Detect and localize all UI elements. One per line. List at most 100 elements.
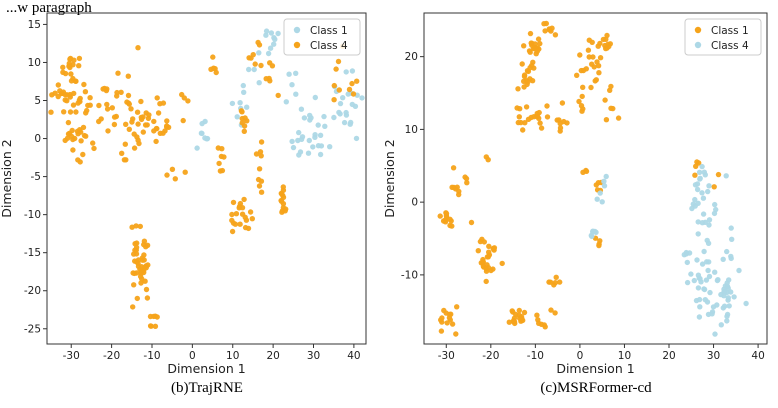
point-class-4: [87, 102, 93, 108]
point-class-4: [722, 288, 728, 295]
point-class-4: [137, 223, 143, 230]
y-axis-label: Dimension 2: [0, 139, 14, 217]
point-class-4: [692, 203, 698, 209]
point-class-4: [70, 147, 76, 153]
point-class-1: [468, 219, 475, 226]
point-class-4: [62, 70, 69, 77]
point-class-1: [237, 100, 243, 106]
point-class-1: [317, 132, 324, 138]
point-class-1: [241, 89, 247, 96]
point-class-1: [312, 94, 318, 101]
point-class-4: [147, 313, 154, 320]
point-class-1: [528, 62, 535, 69]
point-class-4: [135, 263, 142, 270]
point-class-4: [603, 173, 609, 180]
point-class-1: [289, 138, 295, 145]
point-class-1: [544, 114, 551, 120]
point-class-1: [521, 72, 528, 78]
point-class-4: [141, 252, 147, 258]
point-class-4: [601, 183, 608, 189]
point-class-4: [129, 119, 135, 125]
point-class-4: [153, 138, 159, 145]
point-class-1: [283, 99, 289, 105]
point-class-1: [449, 223, 455, 229]
point-class-4: [143, 244, 149, 250]
y-axis-label: Dimension 2: [382, 139, 397, 217]
point-class-4: [164, 118, 170, 124]
point-class-1: [348, 119, 354, 126]
point-class-4: [723, 173, 729, 179]
point-class-1: [462, 174, 468, 180]
x-tick-label: 0: [577, 350, 584, 362]
panel-caption: (c)MSRFormer-cd: [540, 380, 652, 396]
point-class-4: [258, 153, 264, 159]
point-class-1: [557, 279, 563, 285]
point-class-1: [564, 120, 570, 126]
point-class-4: [91, 145, 97, 152]
point-class-4: [138, 268, 145, 274]
point-class-4: [87, 95, 93, 101]
point-class-4: [712, 331, 718, 337]
point-class-1: [522, 120, 528, 126]
point-class-4: [121, 157, 128, 163]
point-class-4: [210, 54, 216, 60]
point-class-4: [691, 277, 697, 284]
x-tick-label: 0: [189, 350, 196, 362]
point-class-4: [252, 61, 258, 67]
x-axis-label: Dimension 1: [556, 361, 634, 376]
point-class-4: [267, 60, 273, 66]
point-class-4: [81, 81, 87, 88]
point-class-4: [592, 228, 598, 235]
point-class-1: [542, 324, 548, 330]
point-class-4: [237, 221, 243, 227]
point-class-4: [76, 62, 82, 69]
point-class-4: [700, 211, 707, 217]
point-class-1: [295, 137, 301, 144]
point-class-4: [229, 211, 235, 218]
point-class-4: [706, 273, 713, 280]
point-class-4: [135, 257, 142, 263]
point-class-4: [239, 205, 246, 211]
point-class-4: [76, 55, 83, 62]
point-class-1: [544, 103, 550, 109]
point-class-4: [180, 117, 186, 124]
point-class-4: [65, 119, 72, 126]
point-class-1: [559, 100, 566, 106]
point-class-4: [331, 82, 337, 89]
point-class-1: [438, 328, 445, 334]
point-class-1: [475, 248, 481, 254]
point-class-4: [141, 257, 147, 263]
top-paragraph-text: ...w paragraph: [6, 0, 92, 16]
point-class-1: [198, 130, 205, 136]
point-class-1: [534, 312, 540, 318]
point-class-4: [239, 211, 246, 217]
point-class-4: [100, 86, 106, 92]
point-class-1: [483, 265, 489, 272]
point-class-4: [111, 121, 118, 128]
point-class-1: [315, 143, 322, 149]
y-tick-label: 5: [34, 95, 41, 107]
point-class-4: [695, 219, 701, 225]
legend-box: [684, 18, 762, 56]
point-class-4: [131, 282, 137, 288]
point-class-1: [574, 72, 580, 79]
point-class-1: [337, 111, 343, 117]
point-class-4: [230, 199, 237, 206]
point-class-4: [707, 289, 713, 296]
point-class-4: [74, 128, 81, 134]
point-class-1: [449, 321, 456, 327]
point-class-4: [257, 149, 264, 155]
point-class-1: [523, 104, 530, 110]
point-class-4: [695, 231, 701, 237]
legend: Class 1 Class 4: [684, 18, 762, 56]
point-class-4: [706, 217, 713, 223]
point-class-1: [199, 120, 205, 127]
point-class-4: [743, 300, 749, 307]
point-class-4: [113, 113, 120, 120]
point-class-4: [118, 89, 124, 96]
point-class-4: [249, 216, 255, 222]
point-class-1: [535, 317, 541, 323]
point-class-4: [130, 270, 136, 276]
point-class-4: [684, 279, 691, 286]
